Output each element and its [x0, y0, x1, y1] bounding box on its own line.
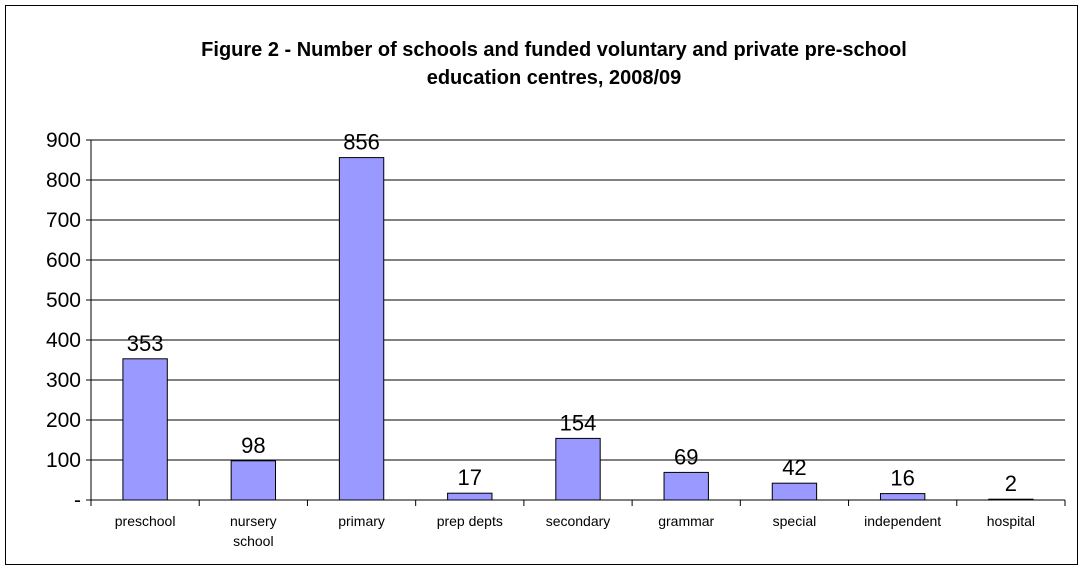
y-tick-label: 500: [46, 289, 81, 312]
data-label: 16: [890, 466, 914, 491]
data-label: 154: [560, 410, 597, 435]
data-label: 2: [1005, 471, 1017, 496]
y-tick-label: 600: [46, 249, 81, 272]
x-tick-label: primary: [338, 513, 385, 529]
bars: [122, 157, 1034, 501]
bar: [771, 482, 818, 501]
bar: [879, 493, 926, 501]
y-tick-label: 300: [46, 369, 81, 392]
data-labels: 353 98 856 17 154 69 42 16 2: [127, 130, 1017, 497]
bar: [122, 358, 168, 501]
data-label: 353: [127, 331, 164, 356]
y-tick-label: 200: [46, 409, 81, 432]
chart-title-line: Figure 2 - Number of schools and funded …: [201, 39, 907, 61]
bar-chart: Figure 2 - Number of schools and funded …: [46, 39, 1066, 549]
x-tick-label: grammar: [658, 513, 714, 529]
y-tick-label: 400: [46, 329, 81, 352]
data-label: 856: [343, 130, 380, 155]
chart-title: Figure 2 - Number of schools and funded …: [201, 39, 907, 89]
x-tick-label: prep depts: [437, 513, 503, 529]
bar: [447, 492, 493, 501]
data-label: 69: [674, 444, 698, 469]
bar: [988, 498, 1034, 501]
x-tick-labels: preschool nursery school primary prep depts s…: [115, 513, 1035, 549]
x-tick-label: nursery school: [230, 513, 277, 549]
gridlines: [86, 139, 1065, 501]
bar: [338, 157, 385, 501]
x-tick-label: hospital: [987, 513, 1035, 529]
y-tick-labels: - 100 200 300 400 500 600 700 800 900: [46, 129, 81, 512]
y-tick-label: 800: [46, 169, 81, 192]
x-tick-label: secondary: [546, 513, 611, 529]
x-tick-label: preschool: [115, 513, 176, 529]
bar: [230, 460, 277, 501]
x-tick-label: special: [773, 513, 817, 529]
x-tick-label: independent: [864, 513, 941, 529]
data-label: 98: [241, 433, 265, 458]
data-label: 42: [782, 455, 806, 480]
y-tick-label: 900: [46, 129, 81, 152]
y-tick-label: 700: [46, 209, 81, 232]
bar: [555, 437, 601, 501]
y-tick-label: -: [74, 489, 81, 512]
chart-frame: Figure 2 - Number of schools and funded …: [5, 5, 1078, 565]
data-label: 17: [458, 465, 482, 490]
y-tick-label: 100: [46, 449, 81, 472]
chart-title-line: education centres, 2008/09: [427, 67, 682, 89]
bar: [663, 471, 709, 501]
